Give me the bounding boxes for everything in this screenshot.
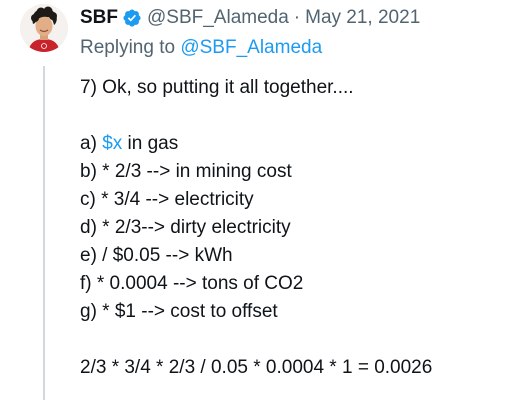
tweet-line-f: f) * 0.0004 --> tons of CO2: [80, 273, 304, 294]
tweet-line-c: c) * 3/4 --> electricity: [80, 189, 254, 210]
header-separator: ·: [293, 7, 301, 28]
item-a-prefix: a): [80, 133, 103, 154]
tweet-line-d: d) * 2/3--> dirty electricity: [80, 217, 291, 238]
tweet-text: 7) Ok, so putting it all together.... a)…: [80, 74, 525, 382]
tweet-line-intro: 7) Ok, so putting it all together....: [80, 77, 354, 98]
avatar-photo-icon: [20, 4, 68, 52]
tweet-line-a: a) $x in gas: [80, 130, 525, 158]
tweet-line-g: g) * $1 --> cost to offset: [80, 301, 278, 322]
thread-line: [43, 66, 45, 400]
avatar[interactable]: [20, 4, 68, 52]
tweet-blank-line: [80, 326, 525, 354]
tweet-blank-line: [80, 102, 525, 130]
tweet-line-e: e) / $0.05 --> kWh: [80, 245, 233, 266]
replying-to-handle-link[interactable]: @SBF_Alameda: [180, 37, 323, 58]
item-a-suffix: in gas: [122, 133, 179, 154]
tweet-line-b: b) * 2/3 --> in mining cost: [80, 161, 292, 182]
cashtag-link[interactable]: $x: [102, 133, 123, 154]
replying-to: Replying to @SBF_Alameda: [80, 36, 322, 60]
tweet-line-formula: 2/3 * 3/4 * 2/3 / 0.05 * 0.0004 * 1 = 0.…: [80, 357, 433, 378]
author-handle[interactable]: @SBF_Alameda: [147, 7, 289, 28]
tweet-date[interactable]: May 21, 2021: [305, 7, 421, 28]
author-name[interactable]: SBF: [80, 7, 118, 28]
verified-badge-icon: [122, 8, 142, 28]
tweet-header: SBF @SBF_Alameda · May 21, 2021: [80, 6, 420, 30]
replying-to-label: Replying to: [80, 37, 176, 58]
